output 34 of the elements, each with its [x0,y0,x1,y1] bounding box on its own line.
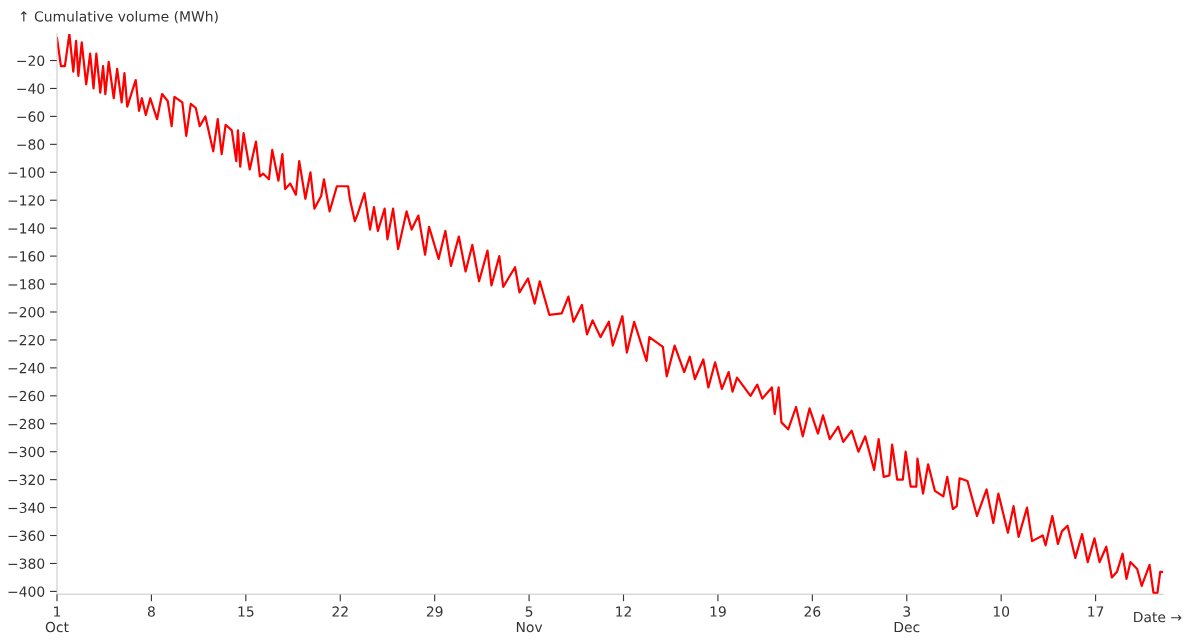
y-tick-label: −220 [8,334,45,346]
y-axis-title: ↑ Cumulative volume (MWh) [20,10,218,24]
x-tick-label: 8 [147,606,155,617]
x-axis-title: Date → [1134,611,1182,623]
x-tick-label: 12 [616,606,631,617]
y-tick-label: −340 [8,502,45,514]
x-tick-label: 29 [426,606,443,617]
y-tick-label: −80 [17,139,45,150]
y-tick-label: −100 [8,167,45,178]
x-tick-label: 1 Oct [45,606,69,633]
x-tick-label: 26 [804,606,821,617]
x-tick-label: 22 [332,606,348,617]
x-tick-label: 15 [238,606,254,617]
y-tick-label: −280 [8,418,45,430]
y-tick-label: −120 [8,195,45,206]
y-tick-label: −300 [8,446,45,458]
x-tick-label: 10 [993,606,1010,617]
y-tick-label: −20 [17,55,45,66]
y-tick-label: −140 [8,223,45,234]
y-tick-label: −260 [8,390,45,402]
y-tick-label: −400 [8,586,45,597]
x-tick-label: 3 Dec [894,606,920,633]
y-tick-label: −320 [8,474,45,486]
y-tick-label: −40 [17,83,45,94]
x-tick-label: 5 Nov [516,606,543,633]
y-tick-label: −180 [8,279,45,290]
y-tick-label: −360 [8,530,45,541]
y-tick-label: −200 [8,306,45,318]
x-tick-label: 17 [1088,606,1104,617]
y-tick-label: −380 [8,558,45,569]
x-tick-label: 19 [710,606,726,617]
y-tick-label: −240 [8,362,45,374]
y-tick-label: −60 [17,111,45,122]
y-tick-label: −160 [8,251,45,262]
